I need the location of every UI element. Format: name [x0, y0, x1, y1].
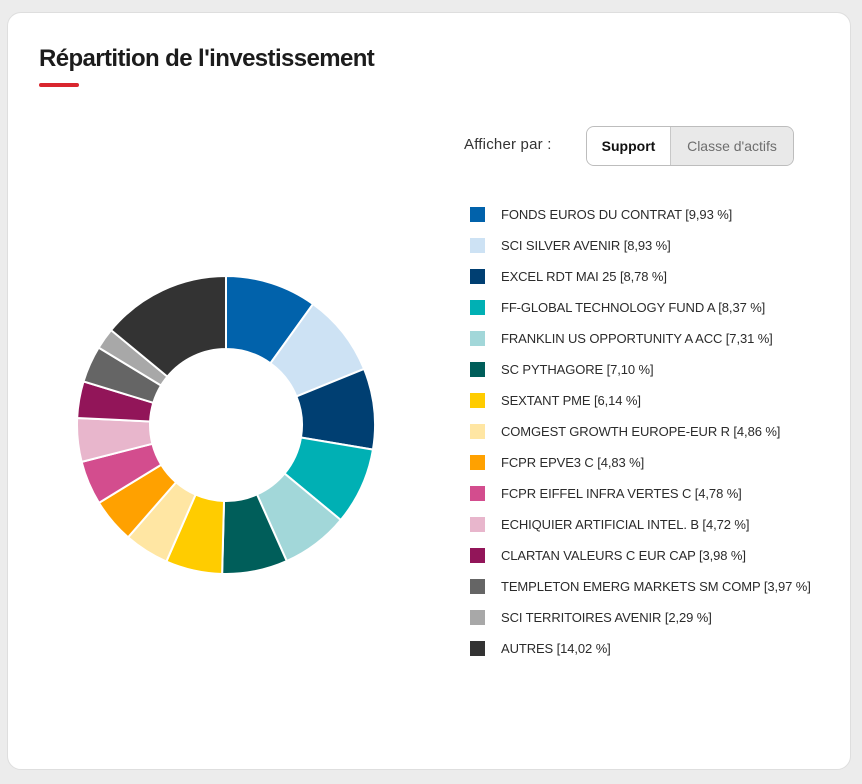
legend-item[interactable]: SCI SILVER AVENIR [8,93 %]: [470, 230, 811, 261]
legend-item[interactable]: AUTRES [14,02 %]: [470, 633, 811, 664]
legend-swatch: [470, 424, 485, 439]
legend-label: COMGEST GROWTH EUROPE-EUR R [4,86 %]: [501, 424, 781, 439]
legend-swatch: [470, 641, 485, 656]
legend-swatch: [470, 517, 485, 532]
title-underline: [39, 83, 79, 87]
legend-label: FRANKLIN US OPPORTUNITY A ACC [7,31 %]: [501, 331, 773, 346]
legend-item[interactable]: EXCEL RDT MAI 25 [8,78 %]: [470, 261, 811, 292]
legend-item[interactable]: FF-GLOBAL TECHNOLOGY FUND A [8,37 %]: [470, 292, 811, 323]
legend-swatch: [470, 455, 485, 470]
legend-label: SC PYTHAGORE [7,10 %]: [501, 362, 654, 377]
legend-label: SEXTANT PME [6,14 %]: [501, 393, 641, 408]
legend-item[interactable]: COMGEST GROWTH EUROPE-EUR R [4,86 %]: [470, 416, 811, 447]
legend-label: ECHIQUIER ARTIFICIAL INTEL. B [4,72 %]: [501, 517, 750, 532]
legend-item[interactable]: SC PYTHAGORE [7,10 %]: [470, 354, 811, 385]
legend-label: EXCEL RDT MAI 25 [8,78 %]: [501, 269, 667, 284]
legend-swatch: [470, 238, 485, 253]
legend-swatch: [470, 300, 485, 315]
legend-swatch: [470, 393, 485, 408]
donut-chart: [76, 274, 376, 575]
legend-swatch: [470, 579, 485, 594]
legend-swatch: [470, 610, 485, 625]
legend-item[interactable]: SCI TERRITOIRES AVENIR [2,29 %]: [470, 602, 811, 633]
legend-label: FONDS EUROS DU CONTRAT [9,93 %]: [501, 207, 733, 222]
legend-item[interactable]: FCPR EPVE3 C [4,83 %]: [470, 447, 811, 478]
legend-item[interactable]: ECHIQUIER ARTIFICIAL INTEL. B [4,72 %]: [470, 509, 811, 540]
legend-swatch: [470, 362, 485, 377]
legend-swatch: [470, 548, 485, 563]
toggle-asset-class-button[interactable]: Classe d'actifs: [671, 127, 793, 165]
legend-label: FCPR EPVE3 C [4,83 %]: [501, 455, 645, 470]
legend-label: SCI TERRITOIRES AVENIR [2,29 %]: [501, 610, 712, 625]
legend-label: FCPR EIFFEL INFRA VERTES C [4,78 %]: [501, 486, 742, 501]
legend-label: AUTRES [14,02 %]: [501, 641, 611, 656]
display-toggle: Support Classe d'actifs: [586, 126, 794, 166]
legend-item[interactable]: FCPR EIFFEL INFRA VERTES C [4,78 %]: [470, 478, 811, 509]
toggle-support-button[interactable]: Support: [587, 127, 671, 165]
chart-legend: FONDS EUROS DU CONTRAT [9,93 %] SCI SILVE…: [470, 199, 811, 664]
donut-slice-14[interactable]: [109, 274, 227, 379]
legend-label: TEMPLETON EMERG MARKETS SM COMP [3,97 %]: [501, 579, 811, 594]
legend-swatch: [470, 207, 485, 222]
legend-swatch: [470, 486, 485, 501]
legend-item[interactable]: CLARTAN VALEURS C EUR CAP [3,98 %]: [470, 540, 811, 571]
investment-card: Répartition de l'investissement Afficher…: [7, 12, 851, 770]
legend-swatch: [470, 269, 485, 284]
legend-label: FF-GLOBAL TECHNOLOGY FUND A [8,37 %]: [501, 300, 766, 315]
legend-item[interactable]: SEXTANT PME [6,14 %]: [470, 385, 811, 416]
filter-label: Afficher par :: [464, 136, 552, 153]
legend-label: CLARTAN VALEURS C EUR CAP [3,98 %]: [501, 548, 746, 563]
legend-item[interactable]: FONDS EUROS DU CONTRAT [9,93 %]: [470, 199, 811, 230]
legend-swatch: [470, 331, 485, 346]
legend-item[interactable]: TEMPLETON EMERG MARKETS SM COMP [3,97 %]: [470, 571, 811, 602]
card-title: Répartition de l'investissement: [39, 45, 375, 72]
legend-label: SCI SILVER AVENIR [8,93 %]: [501, 238, 671, 253]
legend-item[interactable]: FRANKLIN US OPPORTUNITY A ACC [7,31 %]: [470, 323, 811, 354]
